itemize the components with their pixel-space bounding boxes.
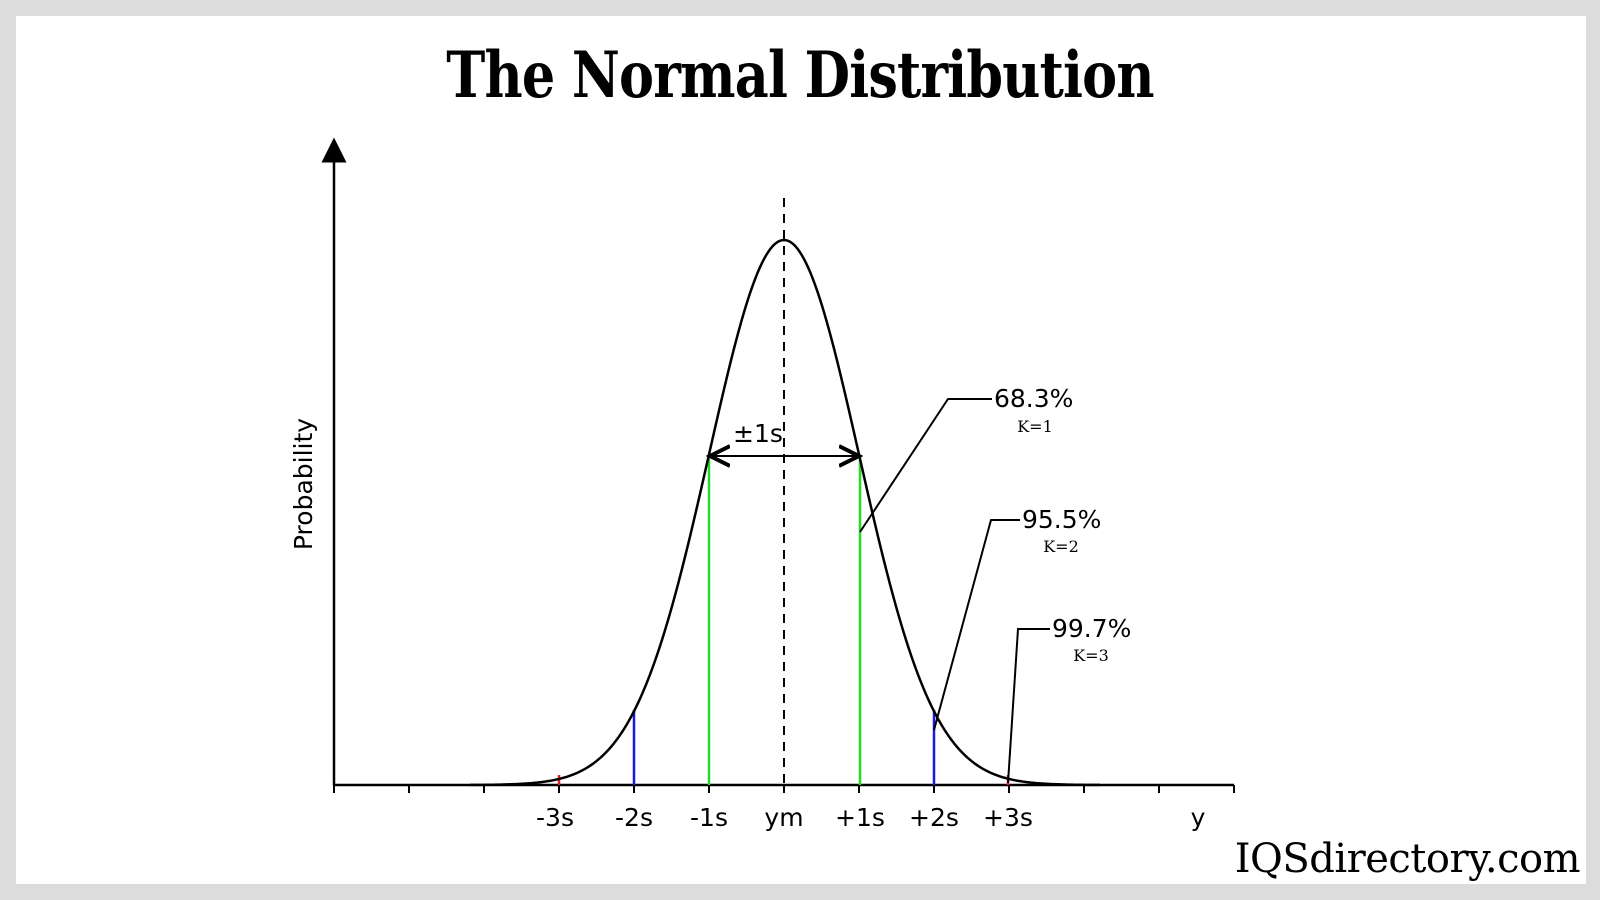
callout-k-2: K=2 [1043,537,1079,556]
x-axis-label: y [1191,803,1206,832]
tick-label-plus-3s: +3s [983,803,1033,832]
tick-label-mean: ym [764,803,803,832]
width-annotation: ±1s [733,419,783,448]
tick-label-plus-1s: +1s [835,803,885,832]
callout-k-3: K=3 [1073,646,1109,665]
figure-frame [16,16,1586,884]
tick-label-plus-2s: +2s [909,803,959,832]
callout-leader-1 [859,398,992,533]
callout-percent-1: 68.3% [994,384,1073,413]
bell-curve [469,238,1101,787]
page-title: The Normal Distribution [446,38,1154,113]
callout-percent-2: 95.5% [1022,505,1101,534]
callout-leader-3 [1007,628,1050,784]
tick-label-minus-2s: -2s [615,803,653,832]
watermark: IQSdirectory.com [1234,836,1581,882]
tick-label-minus-1s: -1s [690,803,728,832]
x-axis-ticks [333,785,1235,793]
callout-leader-2 [933,519,1020,731]
callout-k-1: K=1 [1017,417,1053,436]
tick-label-minus-3s: -3s [536,803,574,832]
y-axis-label: Probability [289,418,318,550]
callout-percent-3: 99.7% [1052,614,1131,643]
